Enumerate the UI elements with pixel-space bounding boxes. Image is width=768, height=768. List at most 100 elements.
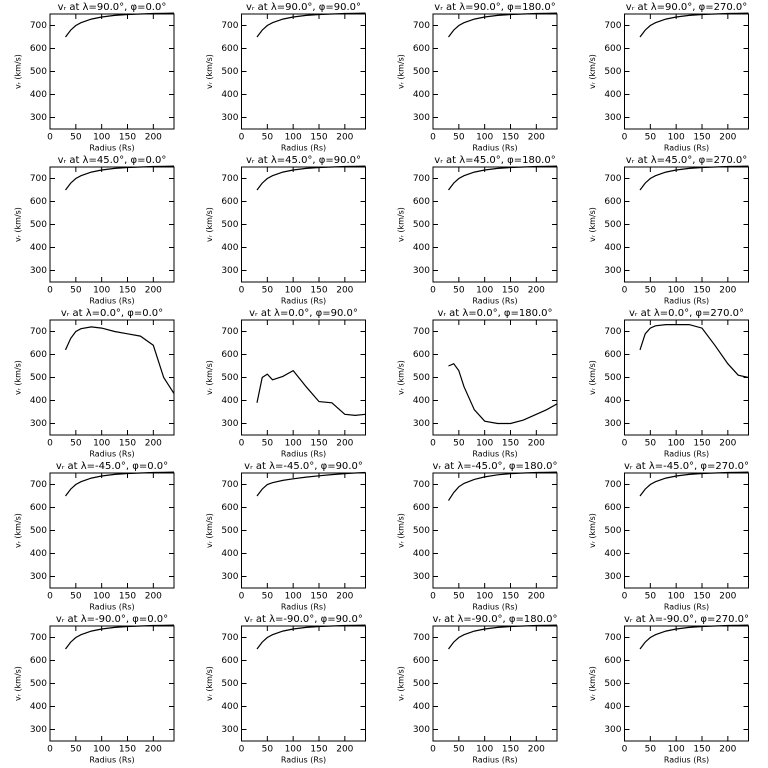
x-tick-label: 100 — [93, 745, 110, 755]
x-tick-label: 0 — [622, 133, 628, 143]
y-axis-label: vᵣ (km/s) — [588, 666, 597, 701]
y-tick-label: 700 — [221, 633, 238, 643]
y-tick-label: 600 — [413, 503, 430, 513]
plot-frame — [624, 166, 749, 283]
y-tick-label: 600 — [221, 44, 238, 54]
x-tick-label: 50 — [453, 286, 465, 296]
data-line — [639, 12, 749, 38]
x-tick-label: 100 — [285, 439, 302, 449]
y-axis-label: vᵣ (km/s) — [205, 207, 214, 242]
plot-frame — [49, 472, 175, 589]
y-tick-label: 400 — [604, 396, 621, 406]
x-tick-label: 200 — [145, 439, 162, 449]
x-tick-label: 50 — [262, 745, 274, 755]
panel-title: vᵣ at λ=-90.0°, φ=180.0° — [432, 614, 557, 625]
y-tick-label: 500 — [221, 67, 238, 77]
x-tick-label: 150 — [119, 592, 136, 602]
y-axis-label: vᵣ (km/s) — [588, 513, 597, 548]
y-tick-label: 400 — [604, 702, 621, 712]
panel: vᵣ at λ=0.0°, φ=90.0° 0 50 100 150 200 300 400 5… — [205, 308, 366, 459]
x-tick-label: 50 — [645, 592, 657, 602]
plot-frame — [49, 166, 175, 283]
x-tick-label: 150 — [693, 745, 710, 755]
panel-title: vᵣ at λ=90.0°, φ=180.0° — [434, 2, 555, 13]
y-tick-label: 600 — [413, 656, 430, 666]
y-tick-label: 300 — [604, 725, 621, 735]
y-tick-label: 700 — [604, 633, 621, 643]
x-axis-label: Radius (Rs) — [281, 450, 326, 459]
x-tick-label: 50 — [262, 286, 274, 296]
x-tick-label: 150 — [502, 592, 519, 602]
y-axis-label: vᵣ (km/s) — [397, 54, 406, 89]
x-tick-label: 50 — [262, 592, 274, 602]
x-tick-label: 50 — [70, 745, 82, 755]
y-tick-label: 300 — [221, 725, 238, 735]
x-tick-label: 0 — [430, 286, 436, 296]
data-line — [448, 362, 558, 425]
x-axis-label: Radius (Rs) — [89, 756, 134, 765]
x-axis-label: Radius (Rs) — [281, 756, 326, 765]
x-tick-label: 0 — [47, 592, 53, 602]
y-tick-label: 300 — [30, 419, 47, 429]
data-line — [639, 471, 749, 497]
data-line — [65, 624, 175, 650]
x-tick-label: 200 — [528, 745, 545, 755]
x-tick-label: 100 — [285, 592, 302, 602]
y-tick-label: 700 — [604, 21, 621, 31]
panel-title: vᵣ at λ=45.0°, φ=0.0° — [58, 155, 167, 166]
y-tick-label: 300 — [413, 725, 430, 735]
y-tick-label: 600 — [604, 503, 621, 513]
y-axis-label: vᵣ (km/s) — [397, 360, 406, 395]
x-axis-label: Radius (Rs) — [89, 297, 134, 306]
y-tick-label: 700 — [221, 327, 238, 337]
y-tick-label: 600 — [221, 656, 238, 666]
x-axis-label: Radius (Rs) — [472, 603, 517, 612]
y-tick-label: 500 — [221, 220, 238, 230]
x-tick-label: 50 — [453, 592, 465, 602]
y-tick-label: 300 — [30, 725, 47, 735]
panel: vᵣ at λ=0.0°, φ=0.0° 0 50 100 150 200 300 400 50… — [14, 308, 175, 459]
x-tick-label: 200 — [719, 439, 736, 449]
y-tick-label: 300 — [604, 419, 621, 429]
y-axis-label: vᵣ (km/s) — [14, 513, 23, 548]
plot-frame — [432, 13, 558, 130]
data-line — [65, 471, 175, 497]
panel: vᵣ at λ=45.0°, φ=270.0° 0 50 100 150 200 300 40… — [588, 155, 749, 306]
y-tick-label: 500 — [604, 373, 621, 383]
data-line — [447, 471, 558, 501]
panel: vᵣ at λ=90.0°, φ=180.0° 0 50 100 150 200 300 40… — [397, 2, 558, 153]
x-tick-label: 50 — [453, 133, 465, 143]
data-line — [639, 324, 749, 379]
x-tick-label: 100 — [668, 439, 685, 449]
data-line — [639, 165, 749, 191]
y-tick-label: 400 — [30, 549, 47, 559]
x-tick-label: 200 — [528, 133, 545, 143]
y-tick-label: 400 — [604, 549, 621, 559]
y-tick-label: 400 — [221, 702, 238, 712]
x-tick-label: 0 — [47, 745, 53, 755]
data-line — [448, 12, 558, 38]
data-line — [65, 165, 175, 191]
y-tick-label: 700 — [221, 21, 238, 31]
panel-title: vᵣ at λ=-45.0°, φ=0.0° — [56, 461, 168, 472]
y-tick-label: 400 — [604, 243, 621, 253]
x-tick-label: 50 — [70, 133, 82, 143]
panel-title: vᵣ at λ=90.0°, φ=0.0° — [58, 2, 167, 13]
x-tick-label: 100 — [93, 133, 110, 143]
y-tick-label: 400 — [221, 396, 238, 406]
y-tick-label: 500 — [413, 679, 430, 689]
y-tick-label: 300 — [604, 572, 621, 582]
panel: vᵣ at λ=-45.0°, φ=90.0° 0 50 100 150 200 300 40… — [205, 461, 366, 612]
x-axis-label: Radius (Rs) — [664, 144, 709, 153]
y-tick-label: 700 — [413, 174, 430, 184]
x-tick-label: 150 — [310, 745, 327, 755]
plot-frame — [49, 13, 175, 130]
x-tick-label: 200 — [336, 286, 353, 296]
x-tick-label: 150 — [119, 439, 136, 449]
y-tick-label: 600 — [30, 350, 47, 360]
x-tick-label: 0 — [47, 133, 53, 143]
panel-title: vᵣ at λ=0.0°, φ=270.0° — [629, 308, 744, 319]
plot-frame — [241, 13, 366, 130]
data-line — [256, 624, 366, 650]
x-tick-label: 150 — [693, 592, 710, 602]
